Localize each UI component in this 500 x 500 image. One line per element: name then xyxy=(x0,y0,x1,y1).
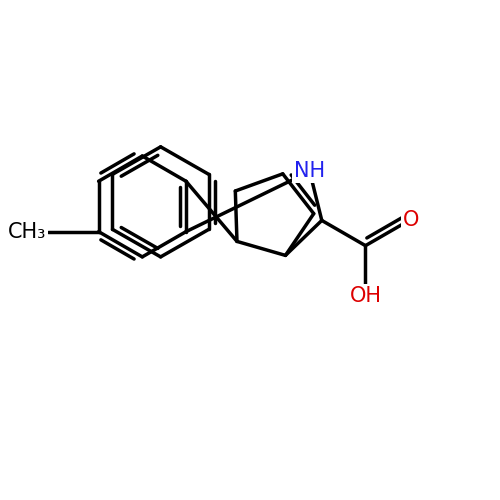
Text: OH: OH xyxy=(350,286,382,306)
Text: O: O xyxy=(403,210,419,231)
Text: NH: NH xyxy=(294,162,325,182)
Text: CH₃: CH₃ xyxy=(8,222,46,242)
